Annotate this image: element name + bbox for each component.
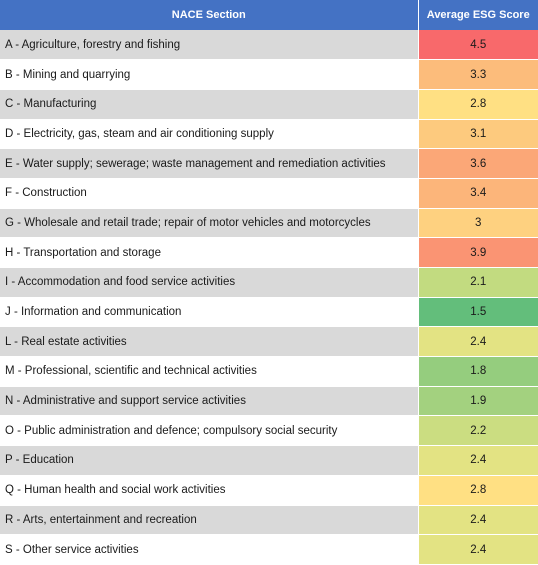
nace-section-cell: E - Water supply; sewerage; waste manage…: [0, 148, 418, 179]
esg-score-cell: 1.5: [417, 297, 538, 328]
nace-section-cell: C - Manufacturing: [0, 89, 418, 120]
nace-section-cell: M - Professional, scientific and technic…: [0, 356, 418, 387]
table-row: A - Agriculture, forestry and fishing 4.5: [0, 30, 538, 61]
table-row: H - Transportation and storage 3.9: [0, 237, 538, 268]
table-row: D - Electricity, gas, steam and air cond…: [0, 119, 538, 150]
table-row: P - Education 2.4: [0, 445, 538, 476]
table-row: N - Administrative and support service a…: [0, 386, 538, 417]
nace-section-cell: A - Agriculture, forestry and fishing: [0, 30, 418, 61]
esg-score-cell: 3.4: [417, 178, 538, 209]
esg-score-cell: 3: [417, 208, 538, 239]
nace-section-cell: L - Real estate activities: [0, 326, 418, 358]
header-row: NACE Section Average ESG Score: [0, 0, 538, 30]
nace-section-cell: O - Public administration and defence; c…: [0, 415, 418, 447]
esg-score-cell: 2.1: [417, 267, 538, 298]
esg-score-cell: 4.5: [417, 30, 538, 61]
table-row: I - Accommodation and food service activ…: [0, 267, 538, 298]
table-row: Q - Human health and social work activit…: [0, 475, 538, 506]
esg-score-cell: 3.3: [417, 59, 538, 90]
esg-score-cell: 3.9: [417, 237, 538, 268]
esg-score-cell: 2.4: [417, 505, 538, 536]
esg-score-cell: 3.1: [417, 119, 538, 150]
esg-score-cell: 1.8: [417, 356, 538, 387]
nace-section-cell: I - Accommodation and food service activ…: [0, 267, 418, 298]
nace-section-cell: B - Mining and quarrying: [0, 59, 418, 90]
header-average-esg-score: Average ESG Score: [418, 0, 538, 30]
nace-section-cell: J - Information and communication: [0, 297, 418, 328]
table-row: J - Information and communication 1.5: [0, 297, 538, 328]
table-row: S - Other service activities 2.4: [0, 534, 538, 565]
nace-section-cell: D - Electricity, gas, steam and air cond…: [0, 119, 418, 150]
nace-section-cell: H - Transportation and storage: [0, 237, 418, 268]
table-row: G - Wholesale and retail trade; repair o…: [0, 208, 538, 239]
table-row: E - Water supply; sewerage; waste manage…: [0, 148, 538, 179]
nace-section-cell: R - Arts, entertainment and recreation: [0, 505, 418, 536]
nace-section-cell: S - Other service activities: [0, 534, 418, 565]
header-nace-section: NACE Section: [0, 0, 419, 30]
table-row: L - Real estate activities 2.4: [0, 326, 538, 358]
table-row: F - Construction 3.4: [0, 178, 538, 209]
esg-score-cell: 2.4: [417, 445, 538, 476]
esg-score-cell: 2.4: [417, 326, 538, 358]
table-row: C - Manufacturing 2.8: [0, 89, 538, 120]
esg-score-cell: 3.6: [417, 148, 538, 179]
esg-score-cell: 2.8: [417, 89, 538, 120]
esg-score-cell: 2.4: [417, 534, 538, 565]
esg-score-cell: 2.2: [417, 415, 538, 447]
esg-score-cell: 2.8: [417, 475, 538, 506]
nace-section-cell: N - Administrative and support service a…: [0, 386, 418, 417]
nace-section-cell: G - Wholesale and retail trade; repair o…: [0, 208, 418, 239]
esg-score-cell: 1.9: [417, 386, 538, 417]
nace-section-cell: P - Education: [0, 445, 418, 476]
table-body: A - Agriculture, forestry and fishing 4.5…: [0, 30, 538, 565]
table-row: B - Mining and quarrying 3.3: [0, 59, 538, 90]
table-row: O - Public administration and defence; c…: [0, 415, 538, 447]
table-row: M - Professional, scientific and technic…: [0, 356, 538, 387]
nace-section-cell: F - Construction: [0, 178, 418, 209]
nace-section-cell: Q - Human health and social work activit…: [0, 475, 418, 506]
table-row: R - Arts, entertainment and recreation 2.…: [0, 505, 538, 536]
